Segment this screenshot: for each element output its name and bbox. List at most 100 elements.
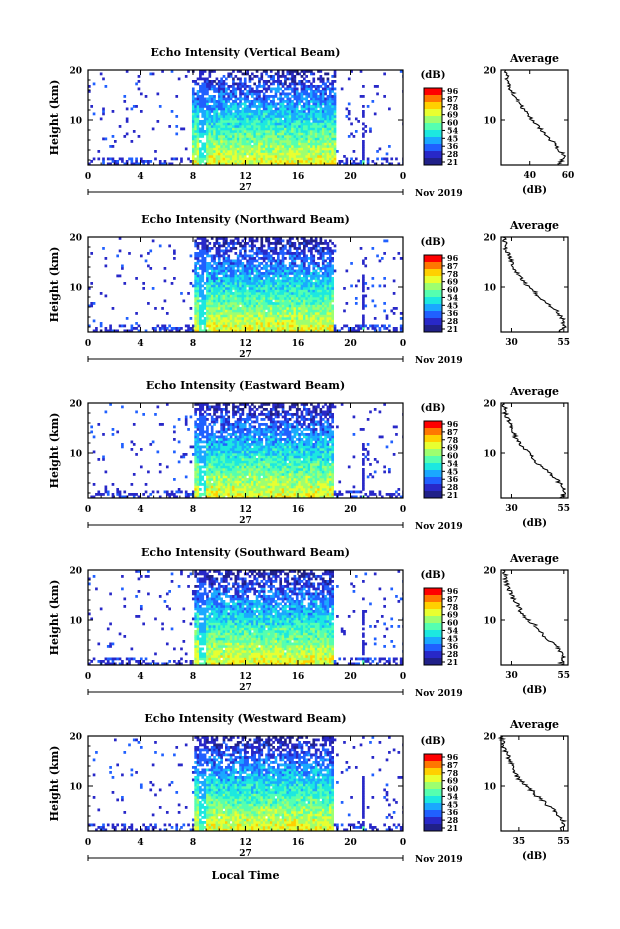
heatmap-cell bbox=[281, 120, 285, 123]
heatmap-cell bbox=[291, 259, 294, 263]
heatmap-cell bbox=[281, 157, 285, 161]
heatmap-cell bbox=[269, 150, 273, 153]
heatmap-cell bbox=[248, 272, 252, 275]
heatmap-cell bbox=[239, 92, 242, 96]
heatmap-cell bbox=[206, 473, 209, 476]
heatmap-cell bbox=[302, 110, 306, 113]
heatmap-cell bbox=[392, 307, 396, 310]
heatmap-cell bbox=[350, 162, 353, 166]
heatmap-cell bbox=[196, 445, 200, 449]
heatmap-cell bbox=[284, 277, 287, 280]
heatmap-cell bbox=[208, 440, 212, 444]
heatmap-cell bbox=[253, 122, 257, 126]
heatmap-cell bbox=[362, 115, 365, 118]
heatmap-cell bbox=[232, 70, 235, 73]
heatmap-cell bbox=[251, 319, 254, 323]
heatmap-cell bbox=[286, 282, 290, 285]
heatmap-cell bbox=[248, 147, 252, 151]
heatmap-cell bbox=[151, 440, 155, 444]
heatmap-cell bbox=[262, 324, 266, 328]
heatmap-cell bbox=[102, 157, 105, 161]
heatmap-cell bbox=[284, 120, 287, 123]
heatmap-cell bbox=[310, 92, 313, 96]
heatmap-cell bbox=[222, 312, 226, 315]
heatmap-cell bbox=[265, 142, 268, 146]
y-tick-label: 10 bbox=[69, 117, 82, 127]
heatmap-cell bbox=[279, 105, 283, 108]
heatmap-cell bbox=[272, 329, 275, 333]
heatmap-cell bbox=[194, 292, 197, 295]
heatmap-cell bbox=[220, 105, 223, 108]
heatmap-cell bbox=[255, 127, 259, 131]
heatmap-cell bbox=[279, 297, 283, 300]
heatmap-cell bbox=[362, 157, 365, 161]
heatmap-cell bbox=[319, 145, 323, 148]
heatmap-cell bbox=[203, 262, 207, 265]
heatmap-cell bbox=[319, 122, 323, 126]
heatmap-cell bbox=[199, 294, 202, 298]
heatmap-cell bbox=[92, 483, 96, 486]
heatmap-cell bbox=[203, 403, 207, 406]
heatmap-cell bbox=[229, 140, 233, 143]
heatmap-cell bbox=[165, 312, 169, 315]
heatmap-cell bbox=[251, 120, 254, 123]
heatmap-cell bbox=[199, 132, 202, 136]
heatmap-cell bbox=[241, 284, 245, 288]
heatmap-cell bbox=[236, 110, 240, 113]
heatmap-cell bbox=[220, 262, 223, 265]
heatmap-cell bbox=[255, 100, 259, 103]
heatmap-cell bbox=[288, 314, 292, 318]
heatmap-cell bbox=[199, 249, 202, 253]
heatmap-cell bbox=[328, 87, 332, 91]
heatmap-cell bbox=[243, 287, 247, 290]
heatmap-cell bbox=[208, 450, 212, 454]
heatmap-cell bbox=[236, 304, 240, 308]
heatmap-cell bbox=[281, 162, 285, 166]
heatmap-cell bbox=[229, 155, 233, 158]
heatmap-cell bbox=[310, 130, 313, 133]
heatmap-cell bbox=[241, 279, 245, 283]
heatmap-cell bbox=[201, 135, 205, 138]
heatmap-cell bbox=[262, 252, 266, 255]
heatmap-cell bbox=[208, 324, 212, 328]
heatmap-cell bbox=[293, 264, 297, 268]
heatmap-cell bbox=[203, 440, 207, 444]
heatmap-cell bbox=[227, 279, 231, 283]
heatmap-cell bbox=[187, 495, 190, 499]
heatmap-cell bbox=[321, 329, 325, 333]
heatmap-cell bbox=[222, 157, 226, 161]
heatmap-cell bbox=[284, 327, 287, 330]
heatmap-cell bbox=[272, 80, 275, 83]
heatmap-cell bbox=[262, 282, 266, 285]
heatmap-cell bbox=[328, 317, 332, 320]
heatmap-cell bbox=[302, 77, 306, 81]
heatmap-cell bbox=[248, 289, 252, 293]
heatmap-cell bbox=[215, 155, 219, 158]
heatmap-cell bbox=[319, 312, 323, 315]
heatmap-cell bbox=[279, 252, 283, 255]
heatmap-cell bbox=[281, 254, 285, 258]
heatmap-cell bbox=[116, 488, 120, 491]
heatmap-cell bbox=[232, 120, 235, 123]
heatmap-cell bbox=[213, 132, 216, 136]
heatmap-cell bbox=[243, 319, 247, 323]
heatmap-cell bbox=[312, 259, 316, 263]
heatmap-cell bbox=[307, 80, 311, 83]
heatmap-cell bbox=[199, 428, 202, 431]
heatmap-cell bbox=[277, 127, 280, 131]
heatmap-cell bbox=[191, 125, 195, 128]
heatmap-cell bbox=[196, 438, 200, 441]
heatmap-cell bbox=[298, 272, 301, 275]
heatmap-cell bbox=[333, 112, 337, 116]
heatmap-cell bbox=[265, 122, 268, 126]
heatmap-cell bbox=[213, 105, 216, 108]
heatmap-cell bbox=[210, 267, 214, 270]
heatmap-cell bbox=[293, 244, 297, 248]
heatmap-cell bbox=[317, 314, 320, 318]
heatmap-cell bbox=[208, 75, 212, 78]
heatmap-cell bbox=[215, 160, 219, 163]
heatmap-cell bbox=[206, 252, 209, 255]
heatmap-cell bbox=[125, 120, 129, 123]
heatmap-cell bbox=[194, 470, 197, 474]
heatmap-cell bbox=[229, 289, 233, 293]
